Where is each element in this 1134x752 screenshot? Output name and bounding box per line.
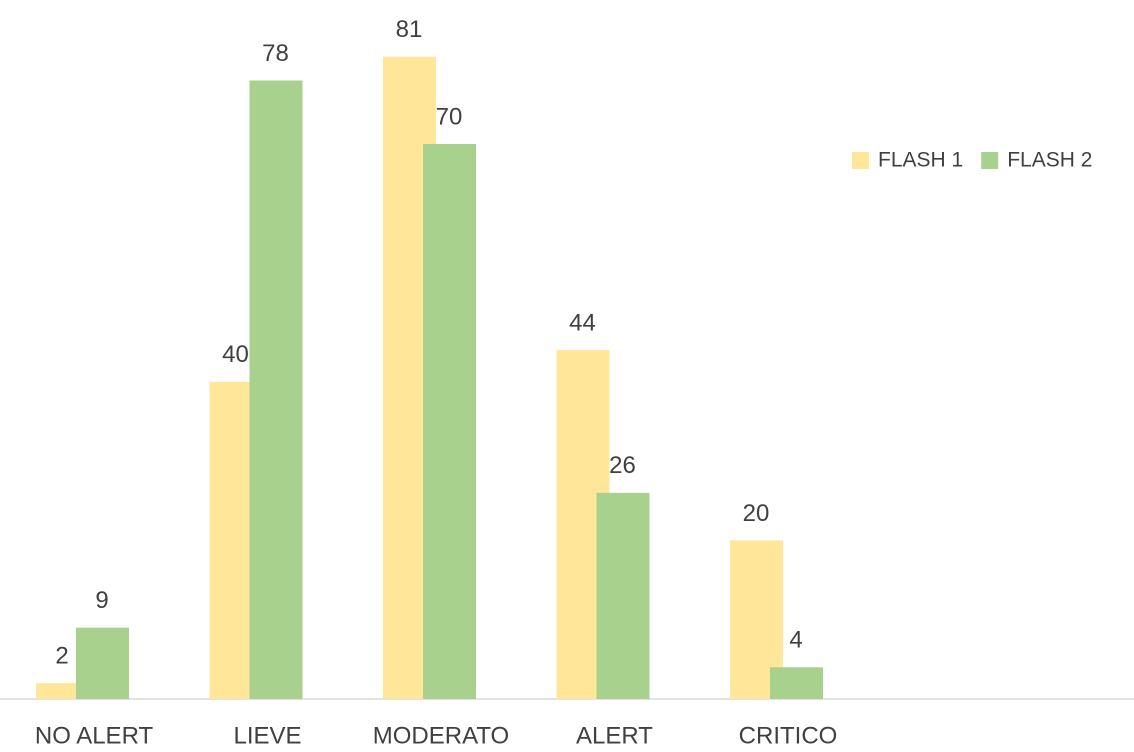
data-label: 70	[436, 103, 463, 130]
data-label: 26	[609, 452, 636, 479]
bar	[249, 80, 303, 700]
legend-swatch	[981, 152, 999, 169]
bar	[770, 667, 823, 699]
data-label: 9	[95, 587, 108, 614]
data-label: 44	[569, 309, 596, 336]
bar	[423, 143, 476, 700]
x-tick-label: LIEVE	[233, 722, 301, 749]
bar	[36, 683, 89, 699]
data-label: 81	[396, 16, 423, 43]
data-label: 2	[55, 642, 68, 669]
bar	[596, 492, 650, 699]
data-label: 78	[262, 40, 289, 67]
data-label: 4	[789, 627, 802, 654]
x-tick-label: MODERATO	[373, 722, 509, 749]
legend-swatch	[852, 152, 869, 169]
x-tick-label: NO ALERT	[35, 722, 154, 749]
bar	[76, 627, 129, 699]
legend: FLASH 1 FLASH 2	[852, 149, 1092, 172]
data-label: 20	[743, 500, 770, 527]
legend-label: FLASH 1	[878, 149, 963, 172]
x-tick-label: CRITICO	[739, 722, 838, 749]
x-tick-label: ALERT	[576, 722, 653, 749]
legend-label: FLASH 2	[1007, 149, 1092, 172]
data-label: 40	[222, 341, 249, 368]
